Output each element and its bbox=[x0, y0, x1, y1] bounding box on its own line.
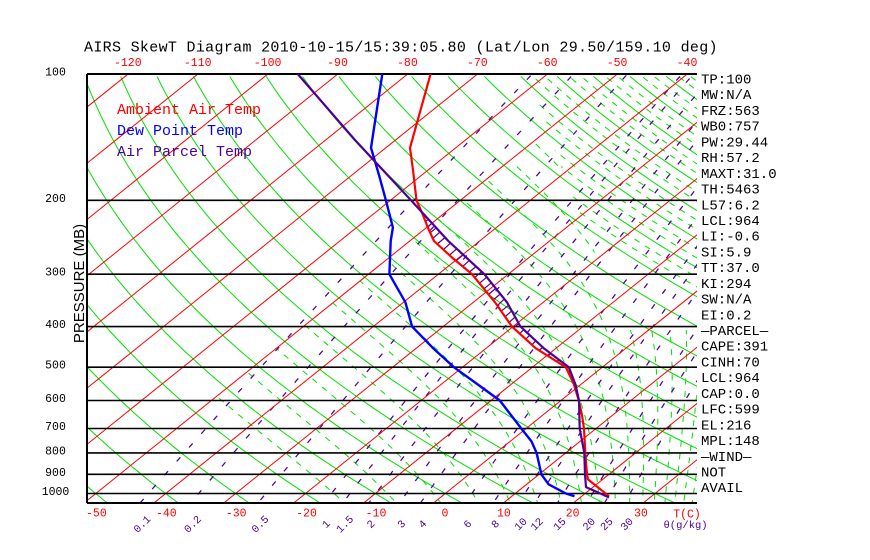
svg-text:EI:0.2: EI:0.2 bbox=[701, 308, 751, 324]
svg-text:CAP:0.0: CAP:0.0 bbox=[701, 387, 760, 403]
svg-text:-30: -30 bbox=[226, 508, 247, 521]
svg-text:MW:N/A: MW:N/A bbox=[701, 88, 752, 104]
svg-text:100: 100 bbox=[45, 67, 66, 80]
svg-text:900: 900 bbox=[45, 467, 66, 480]
svg-text:TT:37.0: TT:37.0 bbox=[701, 261, 760, 277]
svg-text:—PARCEL—: —PARCEL— bbox=[700, 324, 769, 340]
svg-text:CAPE:391: CAPE:391 bbox=[701, 340, 768, 356]
svg-text:Air Parcel Temp: Air Parcel Temp bbox=[117, 144, 252, 161]
svg-text:EL:216: EL:216 bbox=[701, 418, 751, 434]
svg-text:FRZ:563: FRZ:563 bbox=[701, 104, 760, 120]
svg-text:WB0:757: WB0:757 bbox=[701, 120, 760, 136]
svg-text:-50: -50 bbox=[86, 508, 107, 521]
svg-text:-120: -120 bbox=[114, 57, 142, 70]
svg-text:20: 20 bbox=[566, 508, 580, 521]
svg-text:700: 700 bbox=[45, 421, 66, 434]
svg-text:MAXT:31.0: MAXT:31.0 bbox=[701, 167, 777, 183]
svg-text:-60: -60 bbox=[537, 57, 558, 70]
svg-text:0: 0 bbox=[442, 508, 449, 521]
svg-text:KI:294: KI:294 bbox=[701, 277, 751, 293]
svg-text:800: 800 bbox=[45, 445, 66, 458]
svg-text:1000: 1000 bbox=[42, 486, 70, 499]
svg-text:LCL:964: LCL:964 bbox=[701, 371, 760, 387]
svg-text:SI:5.9: SI:5.9 bbox=[701, 245, 751, 261]
svg-text:NOT: NOT bbox=[701, 466, 726, 482]
svg-text:AIRS SkewT Diagram 2010-10-15/: AIRS SkewT Diagram 2010-10-15/15:39:05.8… bbox=[84, 40, 718, 57]
svg-text:PW:29.44: PW:29.44 bbox=[701, 135, 768, 151]
svg-text:-10: -10 bbox=[366, 508, 387, 521]
svg-text:MPL:148: MPL:148 bbox=[701, 434, 760, 450]
svg-text:10: 10 bbox=[497, 508, 511, 521]
svg-text:-40: -40 bbox=[156, 508, 177, 521]
svg-text:AVAIL: AVAIL bbox=[701, 481, 743, 497]
svg-text:TH:5463: TH:5463 bbox=[701, 183, 760, 199]
svg-text:SW:N/A: SW:N/A bbox=[701, 293, 752, 309]
svg-text:600: 600 bbox=[45, 393, 66, 406]
svg-text:30: 30 bbox=[634, 508, 648, 521]
svg-text:-90: -90 bbox=[327, 57, 348, 70]
svg-text:-20: -20 bbox=[296, 508, 317, 521]
svg-text:-70: -70 bbox=[467, 57, 488, 70]
svg-text:PRESSURE (MB): PRESSURE (MB) bbox=[71, 224, 88, 343]
svg-text:200: 200 bbox=[45, 193, 66, 206]
svg-text:LCL:964: LCL:964 bbox=[701, 214, 760, 230]
svg-text:Ambient Air Temp: Ambient Air Temp bbox=[117, 102, 261, 119]
svg-text:TP:100: TP:100 bbox=[701, 73, 751, 89]
svg-text:-100: -100 bbox=[254, 57, 282, 70]
svg-text:-110: -110 bbox=[184, 57, 212, 70]
svg-text:300: 300 bbox=[45, 267, 66, 280]
svg-text:400: 400 bbox=[45, 319, 66, 332]
svg-text:Dew Point Temp: Dew Point Temp bbox=[117, 123, 243, 140]
svg-text:L57:6.2: L57:6.2 bbox=[701, 198, 760, 214]
svg-text:LI:-0.6: LI:-0.6 bbox=[701, 230, 760, 246]
svg-text:-50: -50 bbox=[607, 57, 628, 70]
svg-text:LFC:599: LFC:599 bbox=[701, 403, 760, 419]
svg-text:T(C): T(C) bbox=[673, 509, 701, 522]
svg-text:—WIND—: —WIND— bbox=[700, 450, 752, 466]
svg-text:CINH:70: CINH:70 bbox=[701, 355, 760, 371]
svg-text:θ(g/kg): θ(g/kg) bbox=[664, 520, 708, 532]
svg-text:RH:57.2: RH:57.2 bbox=[701, 151, 760, 167]
svg-text:-80: -80 bbox=[397, 57, 418, 70]
svg-text:-40: -40 bbox=[677, 57, 698, 70]
svg-text:500: 500 bbox=[45, 360, 66, 373]
